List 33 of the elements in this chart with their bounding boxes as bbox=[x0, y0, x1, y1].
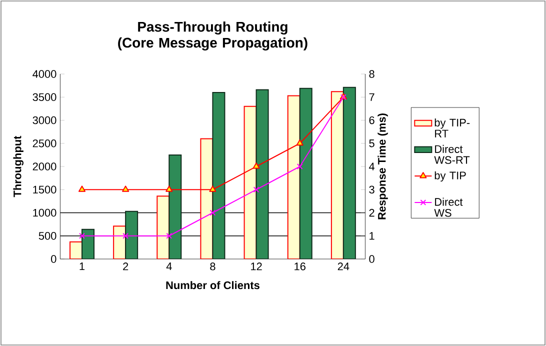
y2-axis-title: Response Time (ms) bbox=[378, 114, 388, 220]
x-tick-label: 1 bbox=[80, 262, 85, 270]
x-tick-label: 24 bbox=[338, 262, 350, 270]
y-tick-label: 0 bbox=[51, 255, 56, 263]
y-tick-label: 2000 bbox=[32, 162, 56, 170]
y2-tick-label: 5 bbox=[369, 140, 374, 148]
y-tick-label: 3000 bbox=[32, 116, 56, 124]
legend-label: Direct WS-RT bbox=[434, 144, 470, 164]
y2-tick-label: 3 bbox=[369, 186, 374, 194]
y-tick-label: 1000 bbox=[33, 208, 56, 217]
x-tick-label: 2 bbox=[123, 262, 128, 270]
chart-title: Pass-Through Routing (Core Message Propagation) bbox=[118, 21, 308, 50]
y2-tick-label: 7 bbox=[369, 93, 374, 101]
x-tick-label: 12 bbox=[251, 262, 262, 270]
x-tick-label: 16 bbox=[294, 262, 306, 270]
y-tick-label: 1500 bbox=[33, 186, 56, 194]
y2-tick-label: 1 bbox=[370, 232, 374, 240]
y2-tick-label: 4 bbox=[368, 162, 375, 170]
y-tick-label: 4000 bbox=[32, 70, 56, 78]
y2-tick-label: 0 bbox=[369, 255, 374, 263]
legend-label: Direct WS bbox=[434, 198, 463, 217]
y2-tick-label: 6 bbox=[369, 116, 374, 124]
y2-tick-label: 8 bbox=[369, 70, 374, 78]
y2-tick-label: 2 bbox=[369, 208, 374, 217]
x-tick-label: 4 bbox=[166, 262, 172, 270]
legend-label: by TIP-RT bbox=[434, 118, 470, 138]
y-tick-label: 500 bbox=[38, 232, 56, 240]
legend-label: by TIP bbox=[434, 171, 466, 182]
x-axis-title: Number of Clients bbox=[166, 281, 260, 290]
y-tick-label: 3500 bbox=[32, 93, 56, 102]
y-axis-title: Throughput bbox=[13, 136, 24, 198]
y-tick-label: 2500 bbox=[32, 140, 56, 148]
x-tick-label: 8 bbox=[210, 262, 216, 270]
